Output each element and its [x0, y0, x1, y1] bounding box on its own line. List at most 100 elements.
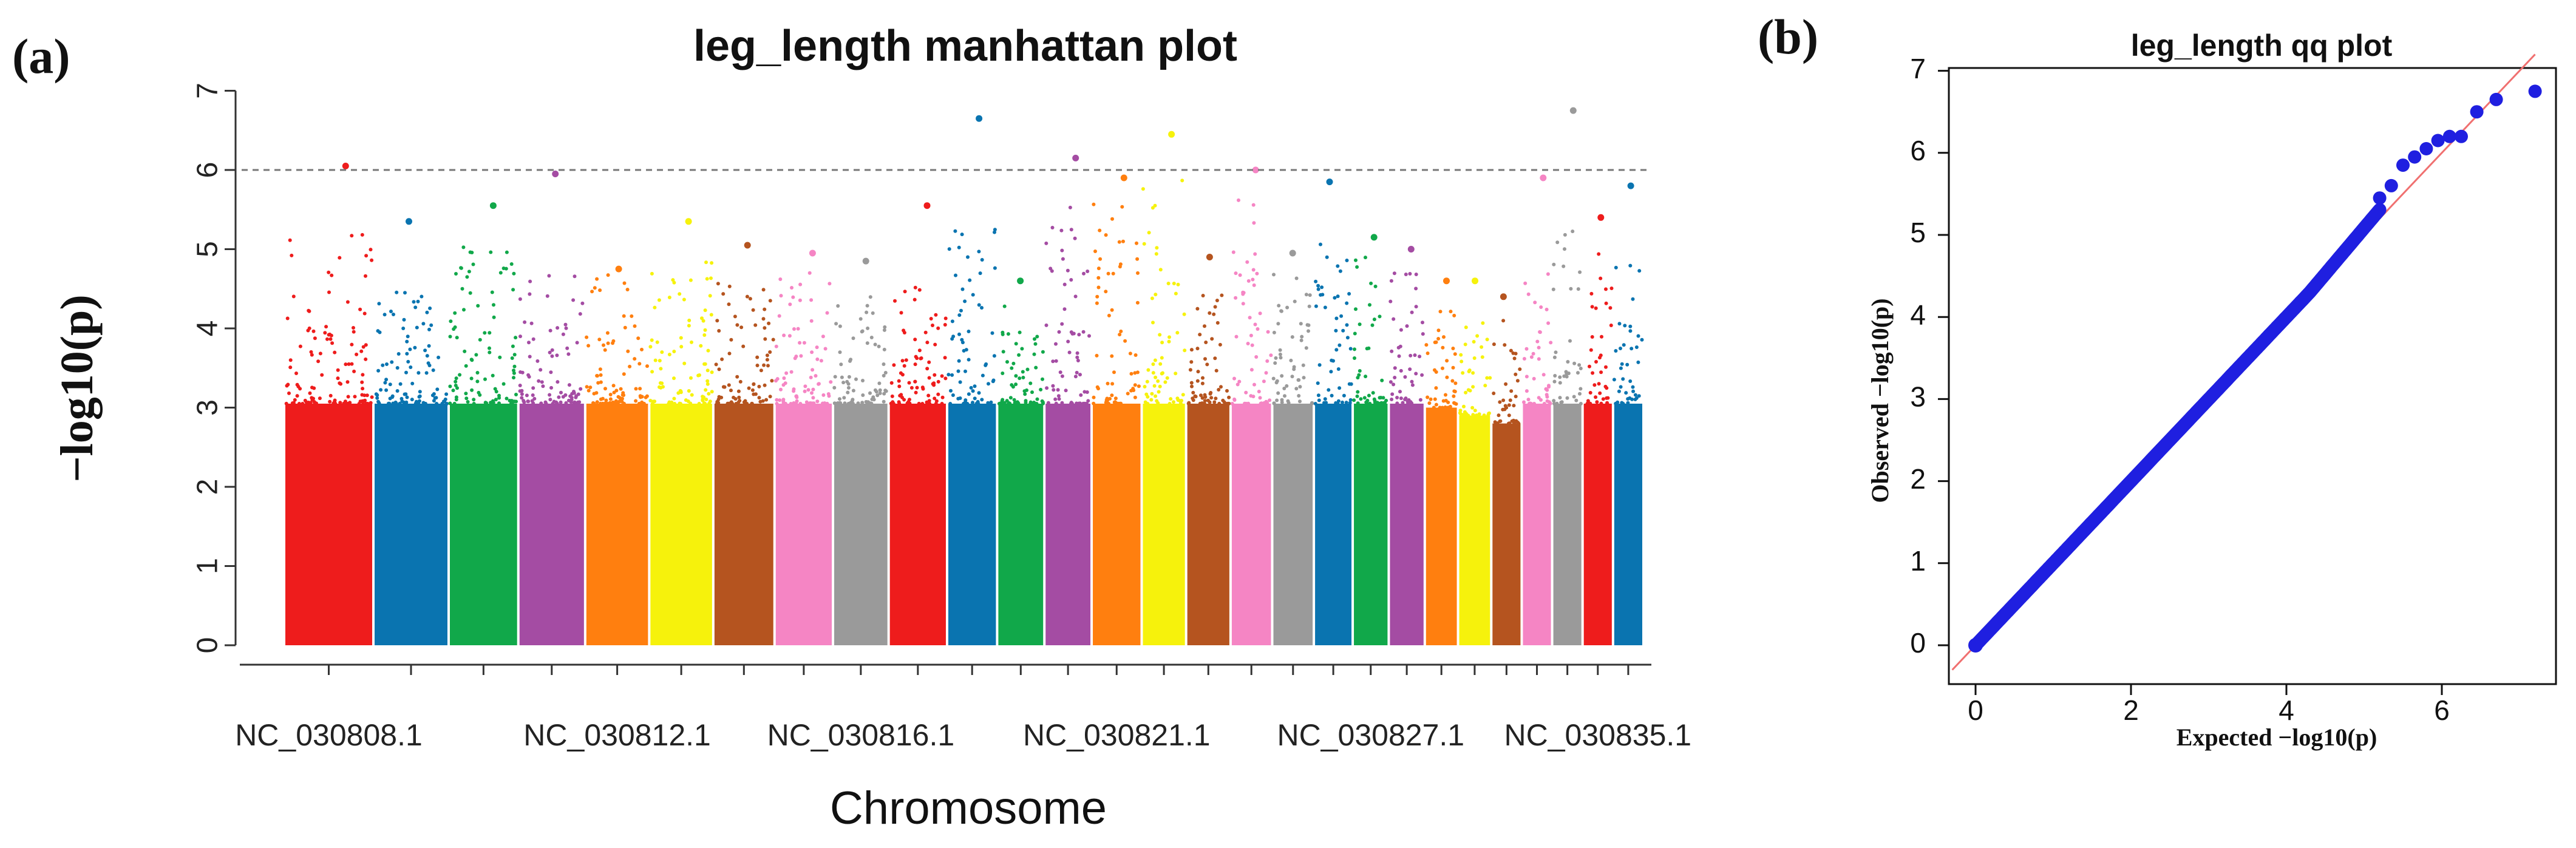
snp-point	[1225, 388, 1229, 393]
snp-point	[1158, 362, 1163, 366]
snp-point	[395, 290, 399, 294]
snp-point	[1608, 306, 1613, 310]
snp-point	[435, 402, 439, 405]
snp-point	[1549, 341, 1553, 345]
snp-point	[1378, 401, 1382, 405]
snp-point	[405, 339, 409, 344]
snp-point	[1399, 368, 1403, 373]
chromosome-block	[1315, 403, 1352, 645]
snp-point	[708, 294, 712, 298]
snp-point	[511, 344, 515, 348]
snp-point	[1060, 248, 1064, 253]
snp-point	[1096, 266, 1101, 271]
snp-point	[564, 326, 568, 330]
qq-y-tick-label: 0	[1910, 627, 1926, 659]
snp-point	[1368, 303, 1371, 307]
snp-point	[1076, 401, 1081, 405]
snp-point	[893, 299, 897, 303]
snp-point	[595, 400, 599, 404]
snp-point	[1452, 394, 1456, 398]
snp-point	[1066, 339, 1070, 344]
snp-point	[398, 401, 402, 405]
snp-point	[1418, 354, 1422, 359]
snp-point	[1297, 394, 1301, 398]
snp-point	[1545, 307, 1549, 311]
qq-x-tick-label: 2	[2123, 694, 2139, 726]
snp-point	[1617, 322, 1622, 326]
snp-point	[622, 372, 626, 376]
snp-point	[1471, 385, 1475, 389]
snp-point	[929, 317, 933, 321]
snp-point	[1407, 398, 1411, 402]
snp-point	[1433, 341, 1437, 344]
snp-point	[782, 333, 786, 338]
snp-point	[404, 370, 408, 375]
snp-point	[1441, 399, 1446, 403]
snp-point	[1392, 382, 1396, 387]
snp-point	[809, 319, 814, 323]
snp-point	[765, 358, 769, 362]
snp-point	[605, 331, 610, 335]
snp-point	[1345, 259, 1349, 262]
snp-point	[1234, 296, 1238, 300]
snp-point	[1501, 319, 1506, 323]
snp-point	[1098, 257, 1103, 261]
snp-point	[882, 392, 886, 396]
snp-point	[1352, 398, 1356, 402]
snp-point	[1453, 352, 1457, 356]
snp-point	[614, 388, 619, 393]
snp-point	[798, 402, 803, 405]
snp-point	[657, 298, 661, 302]
qq-y-tick-label: 4	[1910, 299, 1926, 330]
snp-point	[1002, 304, 1007, 308]
snp-point	[1356, 401, 1360, 405]
manhattan-y-tick-label: 1	[192, 558, 224, 574]
snp-point	[376, 368, 381, 373]
snp-point	[1050, 269, 1054, 273]
snp-point	[907, 381, 911, 385]
snp-point	[953, 229, 957, 233]
snp-point	[348, 401, 352, 405]
qq-x-tick-label: 0	[1968, 694, 1983, 726]
manhattan-y-tick-label: 2	[192, 479, 224, 495]
snp-point	[412, 300, 416, 304]
snp-point	[779, 294, 783, 298]
snp-point	[1354, 307, 1358, 311]
snp-point	[860, 330, 864, 334]
snp-point	[1637, 394, 1641, 398]
qq-points	[1968, 84, 2542, 653]
snp-point	[869, 336, 874, 339]
snp-point	[865, 304, 869, 308]
snp-point	[902, 364, 906, 368]
snp-point	[1018, 376, 1022, 381]
snp-point	[789, 402, 793, 405]
snp-point	[1408, 367, 1412, 371]
snp-point	[1272, 330, 1276, 334]
snp-point	[1209, 396, 1214, 400]
snp-point	[768, 395, 772, 399]
snp-point	[454, 272, 458, 276]
snp-point	[443, 399, 447, 404]
snp-point	[1317, 398, 1321, 402]
snp-point	[465, 275, 469, 279]
snp-point	[1203, 395, 1208, 399]
snp-point	[967, 330, 971, 333]
chromosome-block	[1187, 403, 1229, 645]
snp-point	[1474, 413, 1478, 418]
snp-point	[735, 323, 739, 327]
snp-point	[1398, 390, 1402, 394]
snp-point	[841, 381, 846, 385]
snp-point	[1594, 395, 1598, 399]
chromosome-peak-point	[406, 218, 412, 225]
snp-point	[963, 400, 967, 404]
snp-point	[1624, 391, 1628, 395]
snp-point	[360, 380, 364, 384]
snp-point	[672, 280, 676, 285]
snp-point	[1151, 371, 1155, 375]
snp-point	[1266, 330, 1270, 334]
snp-point	[1005, 360, 1009, 364]
snp-point	[642, 401, 646, 405]
snp-point	[1532, 402, 1536, 405]
snp-point	[1552, 379, 1557, 384]
snp-point	[1276, 391, 1280, 395]
